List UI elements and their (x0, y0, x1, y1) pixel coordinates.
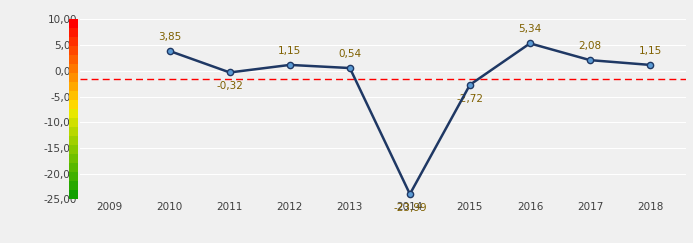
Text: -0,32: -0,32 (216, 81, 243, 91)
Text: 5,34: 5,34 (518, 25, 542, 35)
Text: 3,85: 3,85 (158, 32, 182, 42)
Bar (69, 73, 78, 82)
Bar (69, 100, 78, 109)
Text: -2,72: -2,72 (457, 94, 484, 104)
Text: 2,08: 2,08 (579, 41, 602, 51)
Bar (69, 181, 78, 190)
Text: 1,15: 1,15 (278, 46, 301, 56)
Bar (69, 109, 78, 118)
Bar (69, 64, 78, 73)
Bar (69, 127, 78, 136)
Bar (69, 136, 78, 145)
Bar (69, 145, 78, 154)
Bar (69, 37, 78, 46)
Text: -23,99: -23,99 (393, 203, 427, 213)
Text: 0,54: 0,54 (338, 49, 362, 59)
Bar (69, 82, 78, 91)
Bar (69, 55, 78, 64)
Bar (69, 46, 78, 55)
Bar (69, 91, 78, 100)
Bar (69, 118, 78, 127)
Bar (69, 154, 78, 163)
Bar (69, 163, 78, 172)
Bar (69, 190, 78, 199)
Bar (69, 19, 78, 28)
Text: 1,15: 1,15 (638, 46, 662, 56)
Bar (69, 172, 78, 181)
Bar (69, 28, 78, 37)
